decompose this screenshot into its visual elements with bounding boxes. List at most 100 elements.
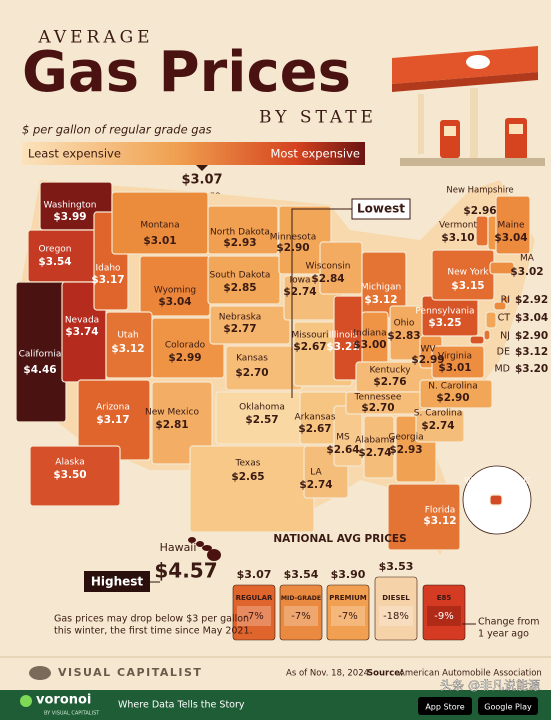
change-note: Change from (478, 617, 540, 628)
grade-name: E85 (437, 594, 452, 602)
state-name: Kentucky (369, 366, 411, 376)
state-price: $3.12 (423, 515, 456, 527)
change-box (331, 606, 365, 626)
highest-callout: Highest (91, 575, 144, 589)
change-box (427, 606, 461, 626)
app-store-badge[interactable] (418, 697, 472, 715)
state-price: $2.74 (421, 420, 454, 432)
state (469, 335, 485, 345)
state (489, 261, 515, 275)
state-price: $3.01 (438, 362, 471, 374)
state-name: New Hampshire (446, 186, 513, 196)
grade-box (326, 584, 370, 641)
grade-name: REGULAR (236, 594, 273, 602)
map: Washington$3.99 Oregon$3.54 California $4.4… (15, 180, 548, 555)
state-name: Georgia (388, 433, 423, 443)
average-price: $3.07 (181, 173, 222, 188)
state-price: $2.67 (293, 341, 326, 353)
kicker-right: BY STATE (259, 108, 377, 128)
footer-source-label: Source: (367, 669, 403, 679)
state-price: $2.76 (373, 376, 406, 388)
state (431, 345, 485, 379)
state-name: MS (336, 433, 350, 443)
state-price: $3.20 (515, 363, 548, 375)
change-note: 1 year ago (478, 629, 529, 640)
state-price: $3.54 (38, 256, 71, 268)
state-price: $3.15 (451, 280, 484, 292)
state-price: $2.74 (299, 479, 332, 491)
state-name: Montana (140, 221, 179, 231)
state-name: Tennessee (354, 393, 402, 403)
state-name: Arizona (96, 403, 130, 413)
state-name: Iowa (289, 276, 310, 286)
state-price: $3.25 (428, 317, 461, 329)
national-title: NATIONAL AVG PRICES (273, 533, 406, 545)
state-name: Arkansas (294, 413, 335, 423)
state-name: RI (501, 295, 510, 306)
island (207, 549, 221, 561)
state-name: Wisconsin (306, 262, 351, 272)
banner-tagline: Where Data Tells the Story (118, 700, 245, 711)
state-name: Michigan (361, 283, 401, 293)
google-play-badge[interactable] (478, 697, 538, 715)
state-name: Utah (117, 331, 138, 341)
banner-logo (20, 695, 32, 707)
state-name: Maine (497, 221, 524, 231)
national-grades: $3.07 REGULAR -7% $3.54 MID-GRADE -7% $3.90 PRE… (232, 560, 466, 641)
state-name: Florida (425, 506, 456, 516)
state-price: $2.90 (515, 330, 548, 342)
state-name: Illinois (329, 331, 358, 341)
footer-date: As of Nov. 18, 2024 (286, 669, 369, 679)
state-price: $2.74 (358, 447, 391, 459)
state (151, 381, 213, 465)
state-price: $2.99 (168, 352, 201, 364)
state-price: $3.02 (510, 266, 543, 278)
state-name: Ohio (394, 319, 415, 329)
grade-name: MID-GRADE (281, 595, 321, 602)
state-price: $3.12 (111, 343, 144, 355)
state-price: $3.17 (91, 274, 124, 286)
footer-brand: VISUAL CAPITALIST (58, 666, 202, 679)
state-price: $2.81 (155, 419, 188, 431)
color-scale (22, 142, 365, 165)
state-name: NJ (500, 331, 510, 342)
state (495, 195, 531, 255)
state (29, 445, 121, 507)
lowest-callout: Lowest (357, 202, 405, 216)
google-play-label[interactable]: Google Play (484, 703, 532, 712)
grade-name: PREMIUM (329, 594, 367, 602)
state-price: $2.90 (276, 242, 309, 254)
state-name: Colorado (165, 341, 206, 351)
banner-brand: voronoi (36, 693, 91, 708)
state (209, 305, 291, 345)
state-name: S. Carolina (414, 409, 462, 419)
state-price: $2.99 (411, 354, 444, 366)
state-name: Washington (44, 201, 97, 211)
island (196, 541, 204, 547)
grade-change: -7% (338, 611, 357, 622)
state-name: South Dakota (210, 271, 271, 281)
state-price: $2.84 (311, 273, 344, 285)
state-price: $3.04 (515, 312, 548, 324)
state-name: Vermont (439, 221, 478, 231)
state-name: California (19, 350, 62, 360)
hawaii-price: $4.57 (154, 559, 217, 583)
note: Gas prices may drop below $3 per gallon (54, 614, 249, 625)
grade-price: $3.54 (284, 568, 319, 581)
state (485, 311, 497, 329)
grade-price: $3.53 (379, 560, 414, 573)
island (188, 537, 196, 543)
gas-station-illustration (392, 46, 545, 166)
state (475, 215, 489, 247)
state-price: $3.12 (515, 346, 548, 358)
state-name: MD (494, 364, 510, 375)
footer-source: American Automobile Association (399, 669, 542, 679)
title: Gas Prices (22, 40, 351, 105)
app-store-label[interactable]: App Store (425, 703, 464, 712)
state-price: $3.10 (441, 232, 474, 244)
state-name: Missouri (291, 331, 328, 341)
state-price: $2.93 (389, 444, 422, 456)
state-price: $2.57 (245, 414, 278, 426)
state (483, 329, 491, 341)
